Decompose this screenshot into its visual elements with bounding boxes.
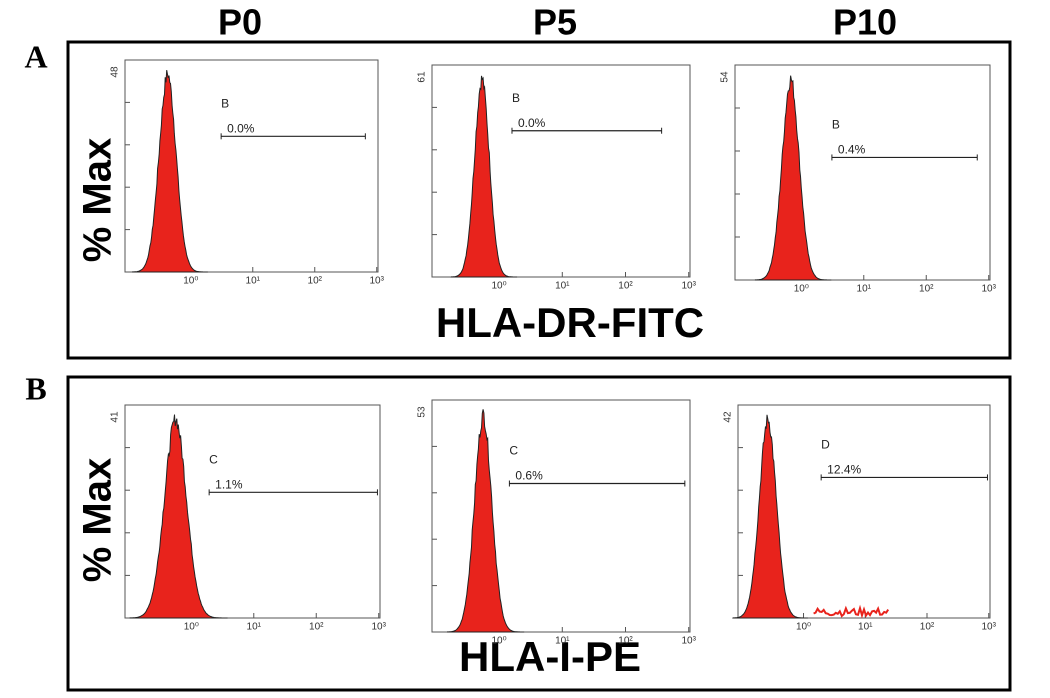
histogram: [754, 75, 832, 281]
gate-name: C: [509, 444, 518, 458]
column-heading: P5: [533, 2, 577, 43]
x-tick-label: 10¹: [555, 636, 570, 647]
y-max-label: 48: [110, 66, 121, 78]
x-tick-label: 10³: [370, 276, 385, 287]
x-tick-label: 10³: [981, 284, 996, 295]
histogram: [732, 414, 808, 619]
gate-percent: 0.0%: [518, 116, 546, 130]
column-heading: P0: [218, 2, 262, 43]
x-tick-label: 10¹: [246, 276, 261, 287]
column-heading: P10: [833, 2, 897, 43]
x-tick-label: 10²: [920, 622, 935, 633]
gate-name: B: [832, 118, 840, 132]
row-frame: [66, 40, 1012, 360]
x-tick-label: 10⁰: [183, 276, 198, 287]
histogram: [132, 70, 208, 273]
row-label: B: [25, 370, 46, 406]
x-tick-label: 10²: [618, 636, 633, 647]
plot-area: [734, 64, 991, 281]
y-max-label: 54: [720, 71, 731, 83]
x-tick-label: 10³: [982, 622, 997, 633]
gate-percent: 1.1%: [215, 478, 243, 492]
x-tick-label: 10²: [308, 276, 323, 287]
y-max-label: 42: [723, 411, 734, 423]
x-axis-title: HLA-I-PE: [459, 633, 641, 680]
row-label: A: [24, 38, 47, 74]
histogram: [129, 414, 228, 619]
histogram: [446, 409, 525, 633]
x-tick-label: 10³: [371, 622, 386, 633]
x-tick-label: 10¹: [247, 622, 262, 633]
gate-percent: 0.4%: [838, 143, 866, 157]
x-tick-label: 10⁰: [184, 622, 199, 633]
x-tick-label: 10⁰: [492, 281, 507, 292]
gate-name: D: [821, 438, 830, 452]
row-frame: [66, 375, 1012, 692]
y-max-label: 41: [110, 411, 121, 423]
x-tick-label: 10¹: [857, 284, 872, 295]
gate-name: C: [209, 453, 218, 467]
y-axis-title: % Max: [76, 138, 120, 263]
x-tick-label: 10⁰: [794, 284, 809, 295]
gate-percent: 0.6%: [515, 469, 543, 483]
gate-percent: 0.0%: [227, 121, 255, 135]
histogram: [450, 75, 518, 278]
x-tick-label: 10⁰: [796, 622, 811, 633]
y-axis-title: % Max: [76, 458, 120, 583]
x-tick-label: 10³: [681, 281, 696, 292]
x-tick-label: 10¹: [555, 281, 570, 292]
y-max-label: 53: [417, 406, 428, 418]
x-tick-label: 10³: [681, 636, 696, 647]
gate-name: B: [512, 91, 520, 105]
gate-percent: 12.4%: [827, 463, 861, 477]
x-tick-label: 10⁰: [492, 636, 507, 647]
x-tick-label: 10²: [618, 281, 633, 292]
x-tick-label: 10²: [919, 284, 934, 295]
histogram-tail: [813, 604, 890, 619]
x-tick-label: 10²: [309, 622, 324, 633]
x-axis-title: HLA-DR-FITC: [436, 299, 704, 346]
gate-name: B: [221, 96, 229, 110]
x-tick-label: 10¹: [858, 622, 873, 633]
y-max-label: 61: [417, 71, 428, 83]
